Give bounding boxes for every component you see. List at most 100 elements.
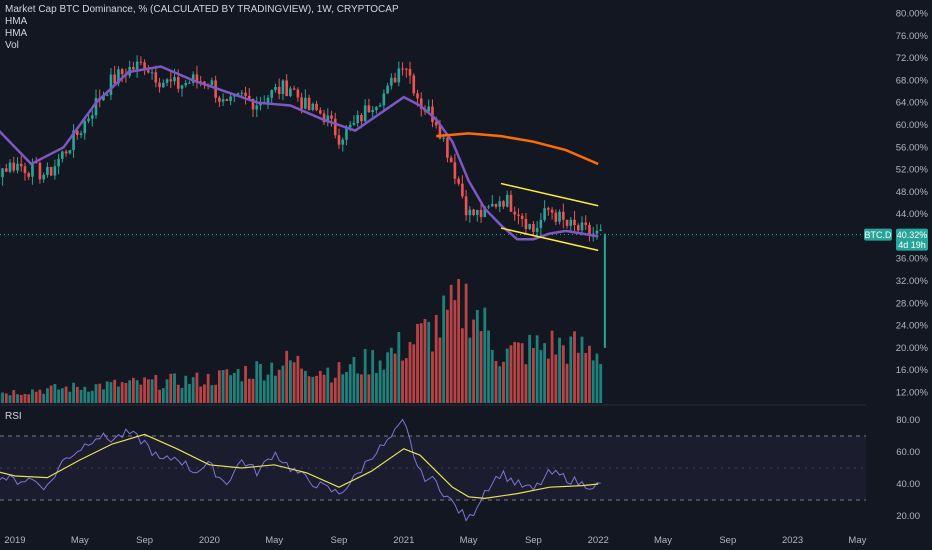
volume-bar <box>528 334 532 403</box>
volume-bar <box>139 384 143 403</box>
volume-bar <box>374 373 378 403</box>
volume-bar <box>221 370 225 403</box>
candle-body <box>240 92 244 94</box>
price-tick-label: 12.00% <box>896 387 929 398</box>
candle-body <box>94 97 98 116</box>
time-tick-label: May <box>848 535 866 546</box>
volume-bar <box>173 373 176 403</box>
price-tick-label: 28.00% <box>896 298 929 309</box>
legend-item-hma-1[interactable]: HMA <box>5 16 28 27</box>
volume-bar <box>161 388 165 403</box>
volume-bar <box>446 309 449 403</box>
volume-bar <box>203 384 206 403</box>
price-tick-label: 64.00% <box>896 98 929 109</box>
legend-item-hma-2[interactable]: HMA <box>5 28 28 39</box>
candle-body <box>49 167 53 176</box>
candle-body <box>244 92 247 96</box>
candle-body <box>42 174 45 180</box>
volume-bar <box>487 330 490 403</box>
volume-bar <box>483 307 487 403</box>
candle-body <box>76 130 79 135</box>
candle-body <box>524 218 528 229</box>
candlestick-series <box>0 55 606 348</box>
candle-body <box>539 219 543 228</box>
hma-slow-line <box>436 132 599 166</box>
volume-bar <box>259 363 262 403</box>
candle-body <box>64 151 68 154</box>
candle-body <box>158 82 161 88</box>
rsi-panel <box>0 418 601 522</box>
candle-body <box>333 118 337 136</box>
candle-body <box>446 137 449 158</box>
candle-body <box>535 227 539 232</box>
legend-title[interactable]: Market Cap BTC Dominance, % (CALCULATED … <box>5 4 399 15</box>
channel-line-1[interactable] <box>500 227 599 252</box>
volume-bar <box>16 394 19 403</box>
volume-bar <box>311 376 315 403</box>
volume-bar <box>274 375 277 403</box>
rsi-tick-label: 20.00 <box>896 511 920 522</box>
volume-bar <box>206 373 210 403</box>
volume-bar <box>363 349 367 403</box>
candle-body <box>315 103 318 111</box>
volume-bar <box>382 369 386 403</box>
volume-bar <box>573 331 576 403</box>
candle-body <box>154 72 158 83</box>
volume-bar <box>599 364 603 403</box>
rsi-tick-label: 80.00 <box>896 415 920 426</box>
candle-body <box>502 201 505 207</box>
rsi-line <box>0 418 601 522</box>
candle-body <box>218 97 221 102</box>
candle-body <box>438 125 442 139</box>
channel-line-0[interactable] <box>500 182 599 207</box>
rsi-ma-line <box>0 433 599 500</box>
rsi-tick-label: 60.00 <box>896 447 920 458</box>
price-badge-bg <box>896 228 928 251</box>
candle-body <box>348 124 352 128</box>
volume-bar <box>584 352 588 403</box>
candle-body <box>550 209 554 213</box>
volume-bar <box>199 386 203 403</box>
candle-body <box>83 121 87 134</box>
volume-bar <box>307 376 311 403</box>
time-tick-label: 2022 <box>588 535 609 546</box>
volume-bar <box>49 385 53 403</box>
volume-bar <box>333 377 337 403</box>
volume-bar <box>378 360 382 403</box>
volume-bar <box>195 372 199 403</box>
candle-body <box>236 93 240 95</box>
candle-body <box>330 115 333 119</box>
candle-body <box>494 203 498 207</box>
candle-body <box>31 162 34 177</box>
volume-bar <box>1 392 4 403</box>
time-axis[interactable]: 2019 May Sep 2020 May Sep 2021 May Sep 2022 May Sep… <box>4 535 866 546</box>
volume-bar <box>345 371 348 403</box>
candle-body <box>210 80 214 86</box>
candle-body <box>352 122 356 125</box>
candle-body <box>472 209 475 216</box>
volume-bar <box>303 370 307 403</box>
volume-bar <box>146 379 150 403</box>
volume-bar <box>292 362 296 403</box>
volume-bar <box>34 391 38 403</box>
candle-body <box>38 162 42 180</box>
volume-bar <box>217 370 221 403</box>
rsi-label[interactable]: RSI <box>5 411 22 422</box>
time-tick-label: 2020 <box>199 535 220 546</box>
price-tick-label: 68.00% <box>896 75 929 86</box>
candle-body <box>479 209 483 218</box>
volume-bar <box>68 391 72 403</box>
candle-body <box>453 162 457 179</box>
volume-bar <box>505 348 509 403</box>
volume-bar <box>154 374 158 403</box>
volume-bar <box>389 347 393 403</box>
candle-body <box>375 106 378 111</box>
legend-item-vol[interactable]: Vol <box>5 40 19 51</box>
volume-bar <box>457 279 461 403</box>
volume-bar <box>150 379 154 403</box>
volume-bar <box>266 374 270 403</box>
candle-body <box>132 67 135 70</box>
candle-body <box>4 168 8 172</box>
volume-bar <box>23 393 27 403</box>
